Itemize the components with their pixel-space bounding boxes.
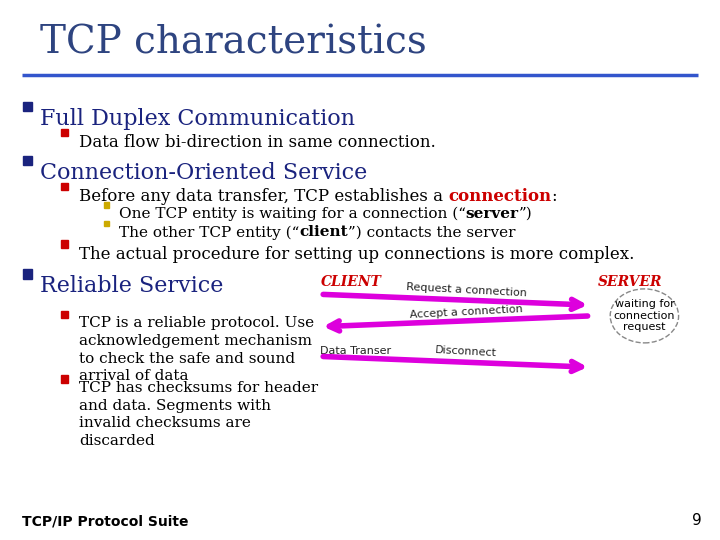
- Text: TCP characteristics: TCP characteristics: [40, 24, 426, 62]
- Text: SERVER: SERVER: [598, 275, 662, 289]
- Bar: [23, 156, 32, 165]
- Bar: [61, 240, 68, 248]
- Text: connection: connection: [449, 188, 552, 205]
- Text: 9: 9: [692, 513, 702, 528]
- Text: TCP has checksums for header
and data. Segments with
invalid checksums are
disca: TCP has checksums for header and data. S…: [79, 381, 318, 448]
- Bar: [104, 202, 109, 208]
- Text: CLIENT: CLIENT: [320, 275, 382, 289]
- Bar: [61, 310, 68, 318]
- Bar: [61, 129, 68, 136]
- Text: One TCP entity is waiting for a connection (“: One TCP entity is waiting for a connecti…: [119, 207, 466, 221]
- Bar: [23, 102, 32, 111]
- Text: Data flow bi-direction in same connection.: Data flow bi-direction in same connectio…: [79, 134, 436, 151]
- Bar: [23, 269, 32, 279]
- Text: TCP is a reliable protocol. Use
acknowledgement mechanism
to check the safe and : TCP is a reliable protocol. Use acknowle…: [79, 316, 315, 383]
- Ellipse shape: [610, 289, 679, 343]
- Text: client: client: [300, 225, 348, 239]
- Text: waiting for
connection
request: waiting for connection request: [613, 299, 675, 333]
- Bar: [61, 183, 68, 190]
- Text: Reliable Service: Reliable Service: [40, 275, 223, 298]
- Text: Request a connection: Request a connection: [405, 282, 527, 298]
- Text: Disconnect: Disconnect: [435, 346, 498, 359]
- Bar: [104, 221, 109, 226]
- Bar: [61, 375, 68, 383]
- Text: The other TCP entity (“: The other TCP entity (“: [119, 225, 300, 240]
- Text: :: :: [552, 188, 557, 205]
- Text: The actual procedure for setting up connections is more complex.: The actual procedure for setting up conn…: [79, 246, 634, 262]
- Text: ”) contacts the server: ”) contacts the server: [348, 225, 516, 239]
- Text: server: server: [466, 207, 519, 221]
- Text: ”): ”): [519, 207, 533, 221]
- Text: Before any data transfer, TCP establishes a: Before any data transfer, TCP establishe…: [79, 188, 449, 205]
- Text: Accept a connection: Accept a connection: [410, 303, 523, 320]
- Text: Data Transer: Data Transer: [320, 346, 392, 356]
- Text: TCP/IP Protocol Suite: TCP/IP Protocol Suite: [22, 514, 188, 528]
- Text: Connection-Oriented Service: Connection-Oriented Service: [40, 162, 367, 184]
- Text: Full Duplex Communication: Full Duplex Communication: [40, 108, 355, 130]
